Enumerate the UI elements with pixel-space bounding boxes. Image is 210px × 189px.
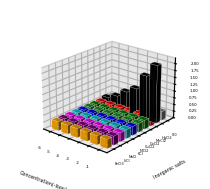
Y-axis label: Inorganic salts: Inorganic salts <box>152 158 186 180</box>
X-axis label: Concentration(-logc): Concentration(-logc) <box>19 170 68 189</box>
